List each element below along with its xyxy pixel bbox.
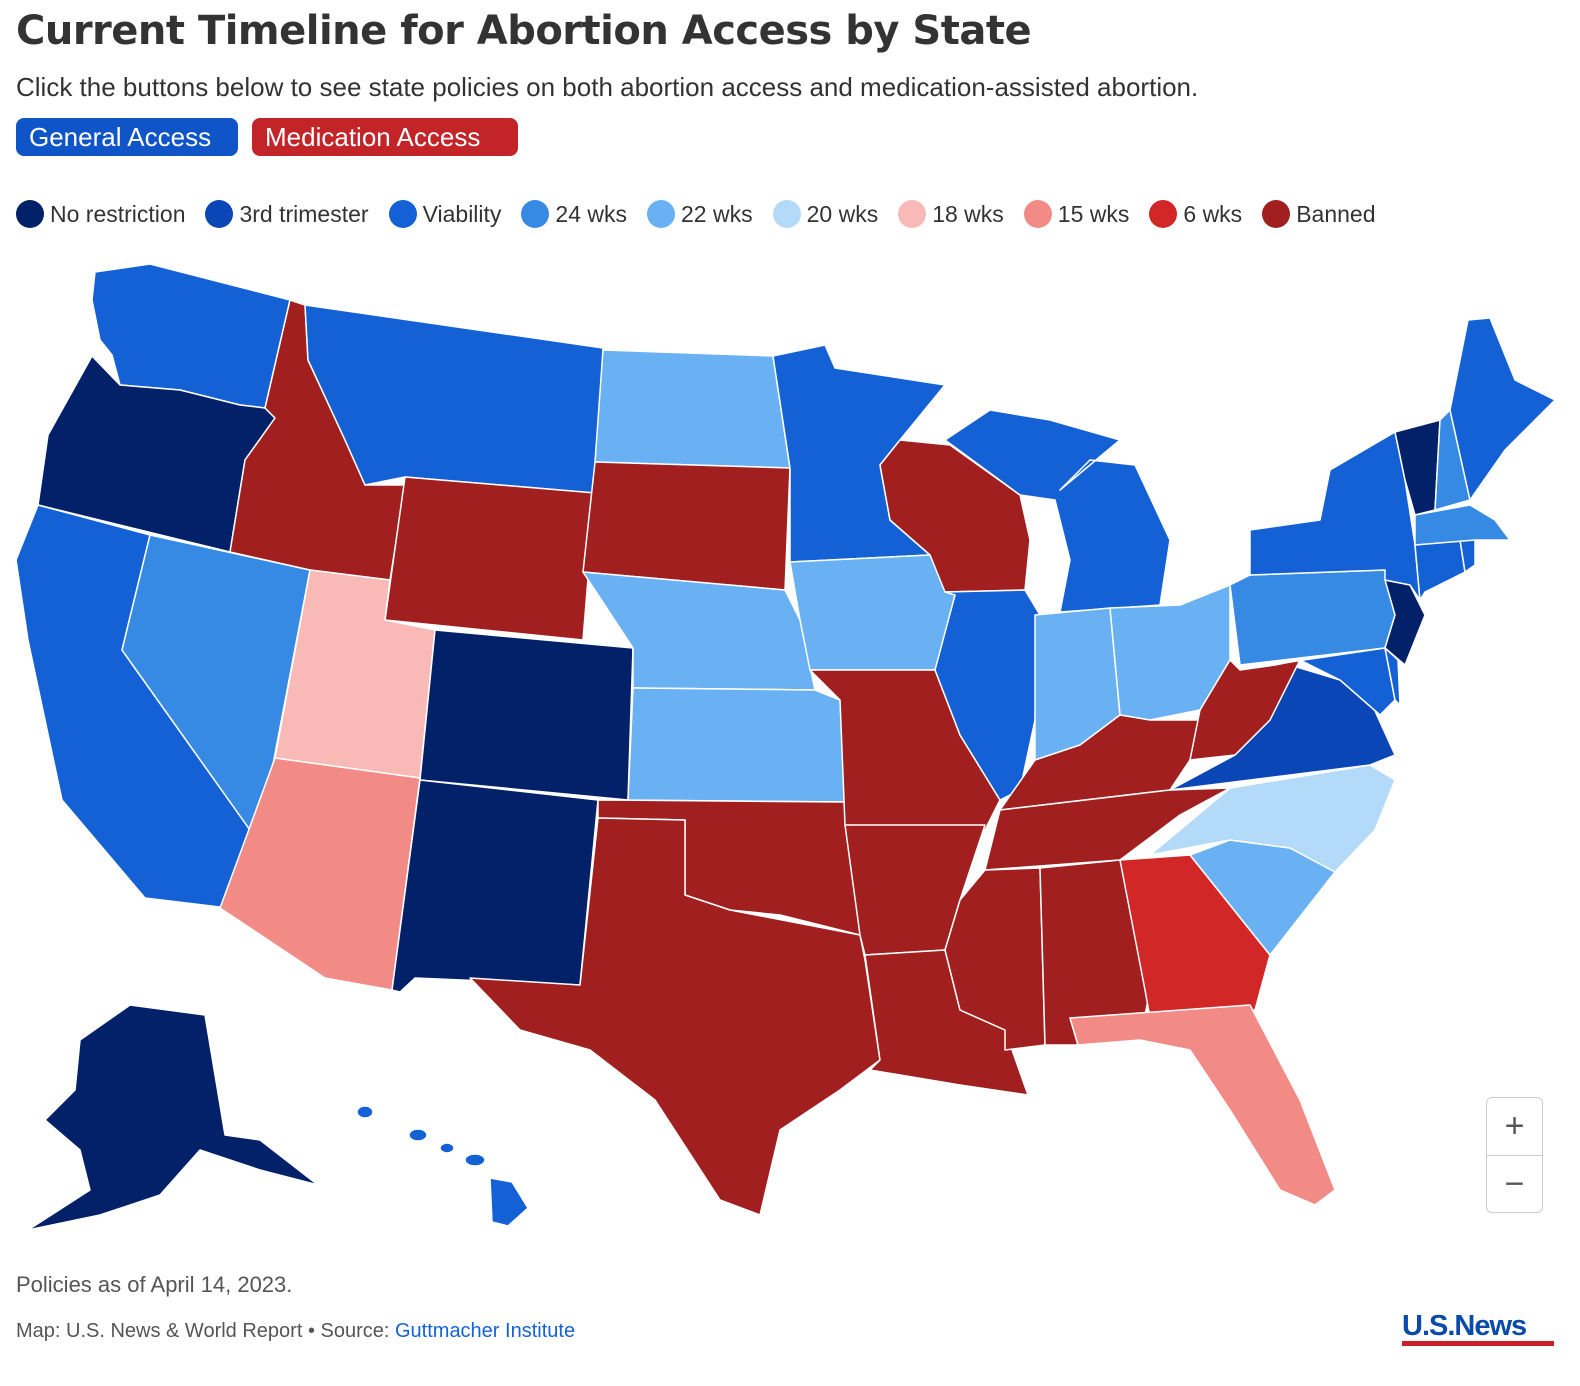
credit-prefix: Map: U.S. News & World Report • Source: — [16, 1320, 395, 1342]
state-tx[interactable] — [469, 817, 881, 1216]
page-title: Current Timeline for Abortion Access by … — [16, 8, 1032, 54]
legend-item-15-wks: 15 wks — [1023, 200, 1130, 228]
state-wy[interactable] — [384, 476, 596, 641]
state-nm[interactable] — [391, 779, 599, 993]
legend-item-no-restriction: No restriction — [16, 200, 185, 228]
legend-label: No restriction — [50, 200, 186, 227]
state-ia[interactable] — [789, 554, 956, 671]
legend-swatch — [1262, 200, 1291, 228]
zoom-control: + − — [1486, 1097, 1543, 1213]
logo-text: U.S.News — [1402, 1310, 1527, 1342]
logo-bar — [1402, 1341, 1554, 1346]
page-subtitle: Click the buttons below to see state pol… — [16, 72, 1199, 102]
policy-date-note: Policies as of April 14, 2023. — [16, 1272, 293, 1297]
legend-swatch — [1149, 200, 1178, 228]
credit-line: Map: U.S. News & World Report • Source: … — [16, 1320, 575, 1343]
state-co[interactable] — [419, 629, 634, 801]
legend-swatch — [388, 200, 417, 228]
state-ct[interactable] — [1414, 539, 1466, 601]
legend-item-20-wks: 20 wks — [772, 200, 879, 228]
zoom-divider — [1487, 1155, 1542, 1156]
legend-item-18-wks: 18 wks — [898, 200, 1004, 228]
legend-label: 6 wks — [1183, 200, 1243, 227]
legend-item-banned: Banned — [1262, 200, 1376, 228]
legend-label: 24 wks — [555, 200, 628, 227]
state-sd[interactable] — [582, 461, 791, 591]
zoom-in-button[interactable]: + — [1504, 1107, 1525, 1145]
state-ks[interactable] — [627, 687, 846, 803]
state-hi[interactable] — [356, 1105, 529, 1227]
legend-swatch — [647, 200, 676, 228]
state-ak[interactable] — [27, 1004, 319, 1231]
legend-item-viability: Viability — [388, 200, 502, 228]
general-access-button[interactable]: General Access — [16, 118, 238, 156]
zoom-out-button[interactable]: − — [1504, 1165, 1525, 1203]
state-mi[interactable] — [944, 409, 1171, 613]
legend-item-22-wks: 22 wks — [647, 200, 753, 228]
state-nd[interactable] — [594, 349, 791, 469]
legend-label: 18 wks — [932, 200, 1004, 227]
us-states-map — [15, 263, 1556, 1231]
legend-item-24-wks: 24 wks — [521, 200, 627, 228]
legend-label: 3rd trimester — [239, 200, 369, 227]
legend-swatch — [898, 200, 927, 228]
legend-label: 15 wks — [1057, 200, 1130, 227]
medication-access-button[interactable]: Medication Access — [252, 118, 518, 156]
usnews-logo: U.S.News — [1402, 1310, 1554, 1346]
state-ma[interactable] — [1414, 504, 1511, 546]
legend: No restriction 3rd trimester Viability 2… — [16, 200, 1396, 228]
legend-label: Banned — [1296, 200, 1376, 227]
state-nc[interactable] — [1149, 764, 1396, 873]
source-link[interactable]: Guttmacher Institute — [394, 1320, 576, 1342]
legend-label: Viability — [422, 200, 502, 227]
legend-swatch — [521, 200, 550, 228]
legend-swatch — [205, 200, 234, 228]
state-fl[interactable] — [1069, 1004, 1336, 1206]
legend-label: 22 wks — [681, 200, 753, 227]
legend-item-6-wks: 6 wks — [1149, 200, 1242, 228]
state-vt[interactable] — [1394, 419, 1441, 516]
legend-swatch — [772, 200, 801, 228]
state-me[interactable] — [1449, 317, 1556, 501]
legend-label: 20 wks — [806, 200, 879, 227]
legend-swatch — [16, 200, 44, 228]
legend-swatch — [1023, 200, 1052, 228]
legend-item-3rd-trimester: 3rd trimester — [205, 200, 369, 228]
